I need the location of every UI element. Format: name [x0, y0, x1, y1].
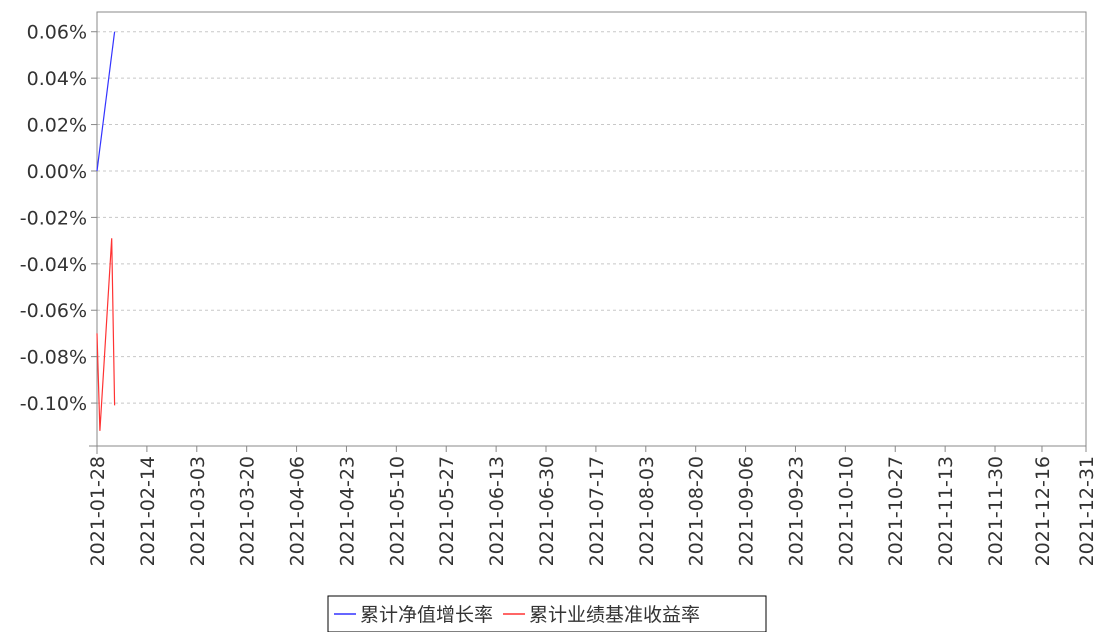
- legend-label-1: 累计净值增长率: [360, 604, 493, 626]
- x-tick-label: 2021-11-30: [985, 456, 1007, 566]
- x-tick-label: 2021-02-14: [137, 456, 159, 566]
- y-tick-label: -0.08%: [20, 347, 87, 369]
- x-tick-label: 2021-06-30: [536, 456, 558, 566]
- x-tick-label: 2021-09-23: [785, 456, 807, 566]
- x-tick-label: 2021-11-13: [935, 456, 957, 566]
- x-axis-ticks: 2021-01-28 2021-02-14 2021-03-03 2021-03-20…: [87, 446, 1096, 566]
- x-tick-label: 2021-06-13: [486, 456, 508, 566]
- series-lines: [96, 31, 116, 431]
- y-tick-label: -0.04%: [20, 254, 87, 276]
- x-tick-label: 2021-08-03: [636, 456, 658, 566]
- grid-lines: [97, 31, 1086, 404]
- x-tick-label: 2021-12-16: [1032, 456, 1054, 566]
- axes: [89, 12, 1086, 454]
- plot-area-frame: [96, 11, 1087, 447]
- y-tick-label: 0.06%: [27, 22, 87, 44]
- x-tick-label: 2021-12-31: [1076, 456, 1096, 566]
- x-tick-label: 2021-10-10: [835, 456, 857, 566]
- y-tick-label: -0.02%: [20, 207, 87, 229]
- x-tick-label: 2021-10-27: [885, 456, 907, 566]
- x-tick-label: 2021-07-17: [586, 456, 608, 566]
- y-axis-ticks: 0.06% 0.04% 0.02% 0.00% -0.02% -0.04% -0.06% -0…: [20, 22, 97, 415]
- x-tick-label: 2021-03-20: [237, 456, 259, 566]
- legend-box: [327, 595, 767, 632]
- series-line-1: [96, 31, 116, 172]
- y-tick-label: 0.04%: [27, 68, 87, 90]
- x-tick-label: 2021-05-10: [386, 456, 408, 566]
- x-tick-label: 2021-01-28: [87, 456, 109, 566]
- x-tick-label: 2021-04-06: [287, 456, 309, 566]
- series-line-2: [96, 238, 116, 431]
- x-tick-label: 2021-05-27: [436, 456, 458, 566]
- y-tick-label: 0.02%: [27, 115, 87, 137]
- x-tick-label: 2021-09-06: [736, 456, 758, 566]
- legend: 累计净值增长率 累计业绩基准收益率: [327, 595, 767, 632]
- y-tick-label: -0.06%: [20, 300, 87, 322]
- legend-label-2: 累计业绩基准收益率: [529, 604, 700, 626]
- x-tick-label: 2021-04-23: [336, 456, 358, 566]
- y-tick-label: -0.10%: [20, 393, 87, 415]
- x-tick-label: 2021-08-20: [686, 456, 708, 566]
- y-tick-label: 0.00%: [27, 161, 87, 183]
- x-tick-label: 2021-03-03: [187, 456, 209, 566]
